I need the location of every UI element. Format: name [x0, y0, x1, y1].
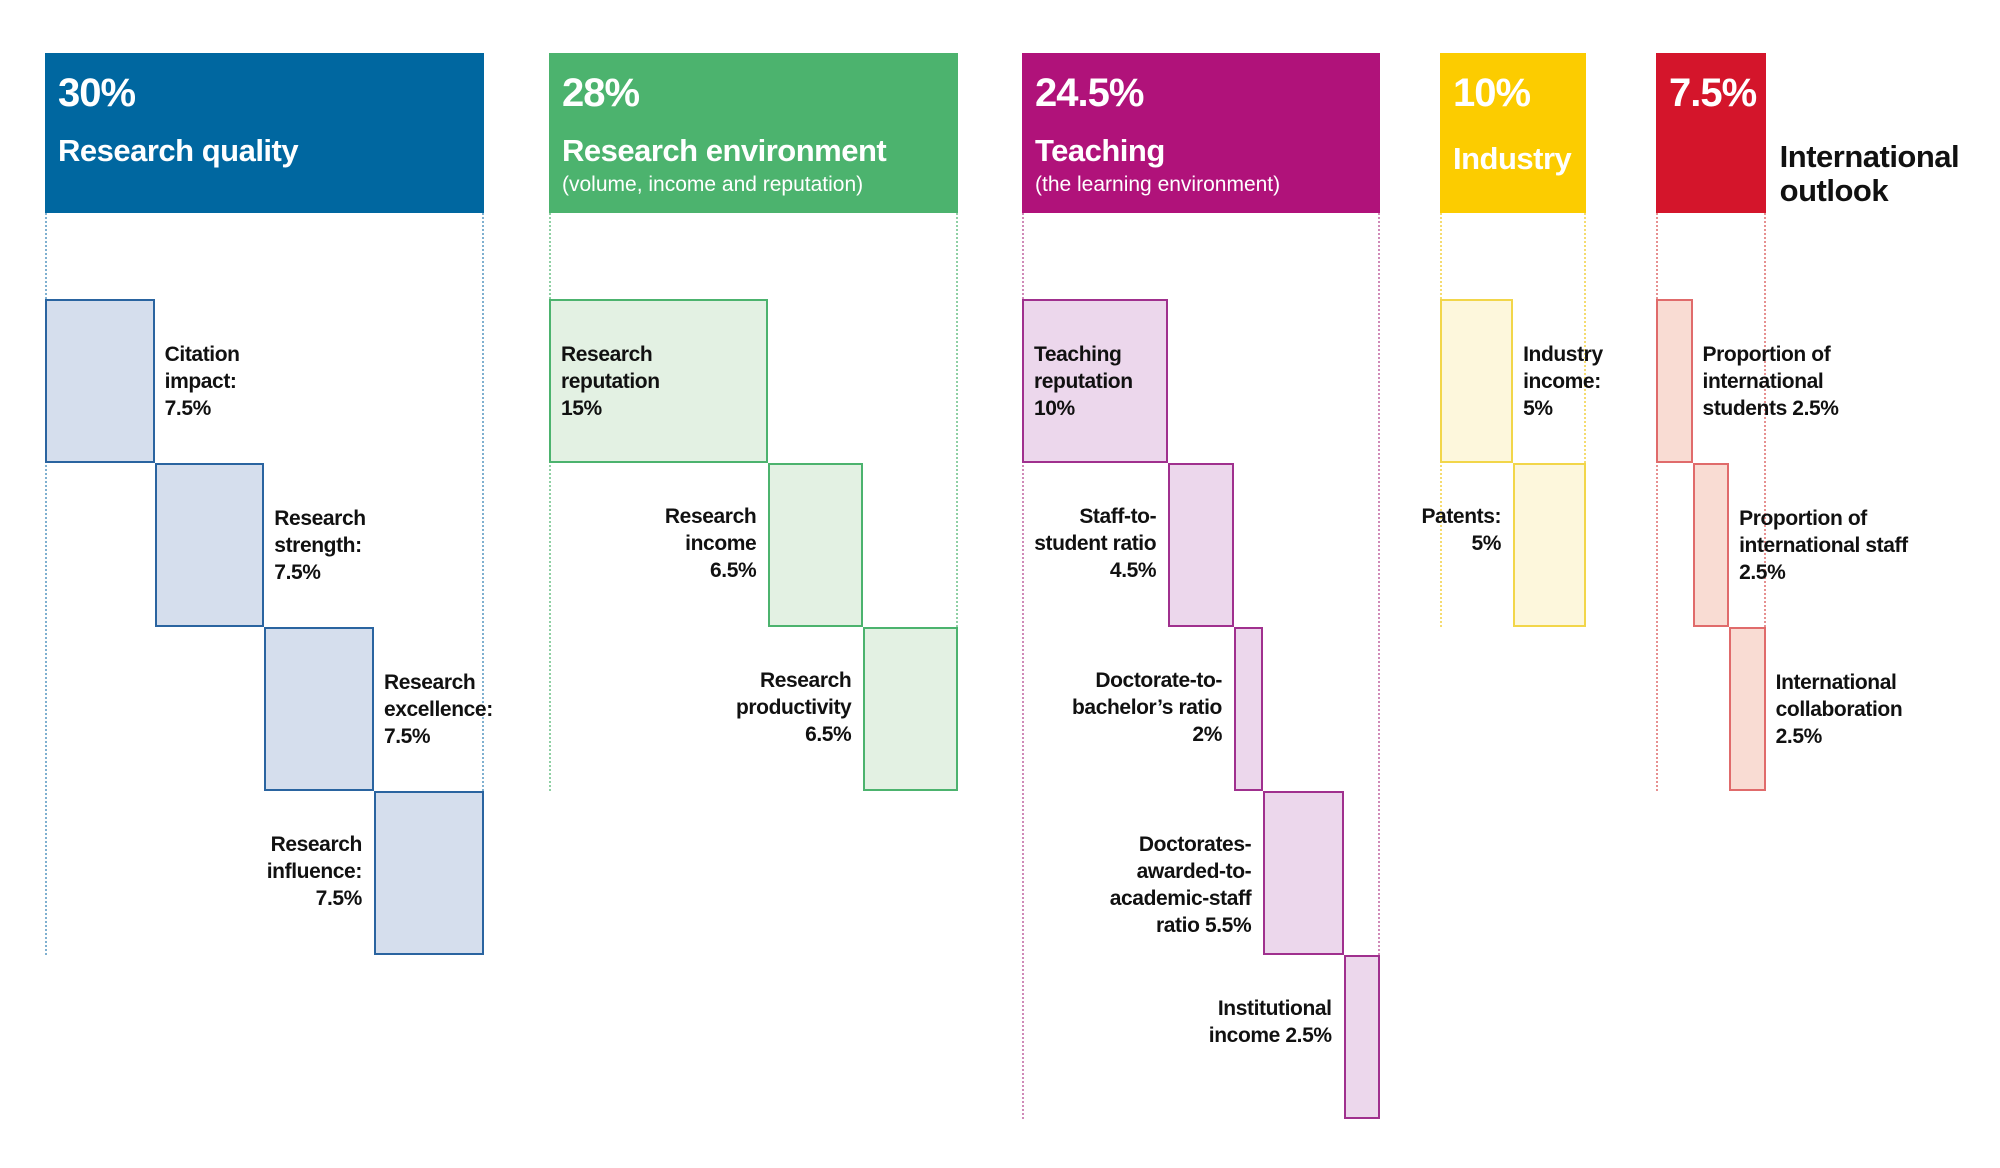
component-label: Research excellence: 7.5%	[384, 669, 514, 750]
component-name: Patents:	[1421, 505, 1502, 528]
component-label: Institutional income 2.5%	[1182, 995, 1332, 1049]
component-box	[1168, 463, 1234, 627]
component-box	[1729, 627, 1766, 791]
pillar-title: Industry	[1453, 141, 1572, 176]
pillar-percent: 28%	[562, 71, 640, 115]
component-weight: 5%	[1471, 532, 1502, 555]
component-label: Research productivity 6.5%	[711, 667, 852, 748]
component-weight: 7.5%	[383, 725, 431, 748]
pillar-header: 10% Industry	[1440, 53, 1587, 213]
component-box	[1022, 299, 1169, 463]
component-weight: 7.5%	[274, 561, 321, 584]
component-name: Research reputation	[561, 343, 660, 393]
pillar-header: 30% Research quality	[45, 53, 484, 213]
component-weight: 2.5%	[1775, 725, 1823, 748]
pillar-title: Teaching	[1035, 133, 1165, 168]
component-box	[1692, 463, 1730, 627]
pillar-subtitle: (the learning environment)	[1035, 173, 1281, 196]
component-label: Research influence: 7.5%	[237, 831, 363, 912]
component-weight: 7.5%	[164, 397, 212, 420]
component-name: Research productivity	[735, 669, 852, 719]
component-name: Proportion of international students	[1702, 343, 1831, 420]
component-box	[1233, 627, 1264, 791]
component-name: Teaching reputation	[1034, 343, 1133, 393]
component-name: Research influence:	[266, 833, 363, 883]
component-box	[1440, 299, 1514, 463]
pillar-percent: 10%	[1453, 71, 1531, 115]
component-name: Research strength:	[274, 507, 366, 557]
component-name: Doctorate-to-bachelor’s ratio	[1072, 669, 1222, 719]
component-label: Proportion of international staff 2.5%	[1739, 505, 1924, 586]
component-box	[549, 299, 769, 463]
component-box	[1343, 955, 1381, 1119]
guide-line	[45, 213, 47, 955]
component-label: International collaboration 2.5%	[1776, 669, 1961, 750]
component-box	[373, 791, 484, 955]
component-name: Institutional income	[1208, 997, 1332, 1047]
component-name: Citation impact:	[164, 343, 240, 393]
component-name: Research income	[664, 505, 757, 555]
component-weight: 2.5%	[1739, 561, 1786, 584]
component-box	[154, 463, 265, 627]
component-name: Industry income:	[1523, 343, 1603, 393]
component-name: Research excellence:	[383, 671, 493, 721]
component-weight: 15%	[561, 397, 602, 420]
pillar-percent: 7.5%	[1669, 71, 1757, 115]
pillar-title: Research environment	[562, 133, 887, 168]
component-box	[264, 627, 374, 791]
component-label: Proportion of international students 2.5…	[1703, 341, 1888, 422]
component-weight: 10%	[1034, 397, 1075, 420]
component-box	[45, 299, 155, 463]
guide-line	[1584, 213, 1587, 627]
component-label: Patents: 5%	[1401, 503, 1501, 557]
component-label: Research strength: 7.5%	[274, 505, 399, 586]
component-box	[768, 463, 864, 627]
component-label: Doctorates-awarded-to-academic-staff rat…	[1071, 831, 1252, 939]
pillar-percent: 24.5%	[1035, 71, 1144, 115]
component-weight: 5%	[1523, 397, 1553, 420]
guide-line	[549, 213, 551, 791]
component-label: Research reputation 15%	[561, 341, 701, 422]
component-weight: 4.5%	[1109, 559, 1157, 582]
component-box	[863, 627, 959, 791]
component-weight: 6.5%	[805, 723, 852, 746]
component-weight: 2.5%	[1285, 1024, 1332, 1047]
component-weight: 2.5%	[1792, 397, 1839, 420]
pillar-header: 7.5%	[1656, 53, 1766, 213]
pillar-title: Research quality	[58, 133, 299, 168]
guide-line	[1763, 213, 1766, 791]
component-box	[1513, 463, 1587, 627]
component-weight: 5.5%	[1204, 914, 1252, 937]
pillar-title: International outlook	[1779, 139, 1960, 208]
component-label: Staff-to-student ratio 4.5%	[1031, 503, 1156, 584]
pillar-header: 24.5% Teaching (the learning environment)	[1022, 53, 1381, 213]
pillar-header: 28% Research environment (volume, income a…	[549, 53, 959, 213]
component-weight: 2%	[1192, 723, 1222, 746]
component-label: Research income 6.5%	[616, 503, 757, 584]
component-weight: 6.5%	[710, 559, 757, 582]
component-label: Citation impact: 7.5%	[165, 341, 290, 422]
guide-line	[956, 213, 959, 791]
component-box	[1656, 299, 1693, 463]
guide-line	[1022, 213, 1024, 1119]
component-box	[1263, 791, 1344, 955]
guide-line	[1378, 213, 1381, 1119]
guide-line	[481, 213, 484, 955]
pillar-subtitle: (volume, income and reputation)	[562, 173, 864, 196]
component-name: Proportion of international staff	[1739, 507, 1908, 557]
pillar-percent: 30%	[58, 71, 136, 115]
component-name: Doctorates-awarded-to-academic-staff rat…	[1109, 833, 1252, 937]
component-label: Doctorate-to-bachelor’s ratio 2%	[1042, 667, 1222, 748]
component-label: Teaching reputation 10%	[1034, 341, 1174, 422]
component-weight: 7.5%	[315, 887, 363, 910]
component-name: Staff-to-student ratio	[1034, 505, 1157, 555]
guide-line	[1656, 213, 1658, 791]
component-name: International collaboration	[1775, 671, 1903, 721]
component-label: Industry income: 5%	[1523, 341, 1633, 422]
